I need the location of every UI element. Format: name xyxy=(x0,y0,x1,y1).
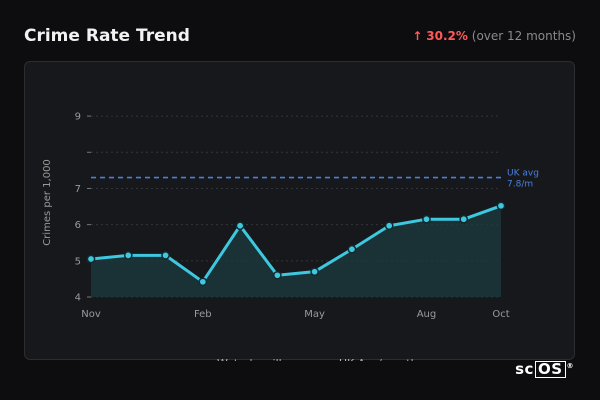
data-point-may xyxy=(310,267,319,277)
y-tick-label-7: 7 xyxy=(75,184,81,195)
x-tick-label-nov: Nov xyxy=(81,309,101,320)
reference-label-line1: UK avg xyxy=(507,169,539,179)
legend-label-uk-avg: UK Avg/month xyxy=(339,357,418,361)
logo-text-os: OS xyxy=(534,361,566,378)
data-point-oct xyxy=(496,201,506,211)
change-summary: ↑ 30.2% (over 12 months) xyxy=(412,29,576,43)
change-percent: 30.2% xyxy=(426,29,468,43)
data-point-apr xyxy=(273,270,282,280)
series-line-waterlooville xyxy=(90,204,502,284)
x-tick-label-aug: Aug xyxy=(417,309,437,320)
chart-card: 4 5 6 7 9 Crimes per 1,000 Nov Feb May Aug Oct UK a… xyxy=(24,61,575,361)
scos-logo: sc OS ® xyxy=(515,360,574,378)
data-point-feb xyxy=(198,277,208,287)
series-area-waterlooville xyxy=(91,205,501,297)
x-tick-label-may: May xyxy=(304,309,325,320)
y-tick-label-5: 5 xyxy=(75,256,81,267)
chart-title: Crime Rate Trend xyxy=(24,26,190,46)
data-point-dec xyxy=(123,251,133,260)
change-note: (over 12 months) xyxy=(471,29,576,43)
data-point-nov xyxy=(86,254,96,264)
legend-label-waterlooville: Waterlooville xyxy=(217,357,289,361)
data-point-jan xyxy=(161,251,170,260)
y-tick-label-6: 6 xyxy=(75,220,81,231)
x-tick-label-feb: Feb xyxy=(194,309,212,320)
change-arrow-icon: ↑ xyxy=(412,29,423,43)
line-chart: 4 5 6 7 9 Crimes per 1,000 Nov Feb May Aug Oct UK a… xyxy=(42,112,539,361)
data-point-aug xyxy=(422,214,431,224)
data-point-mar xyxy=(235,221,245,231)
logo-text-sc: sc xyxy=(515,360,534,378)
y-tick-label-9: 9 xyxy=(75,112,81,123)
x-tick-label-oct: Oct xyxy=(492,309,509,320)
reference-label-line2: 7.8/m xyxy=(507,180,533,190)
data-point-jul xyxy=(384,221,394,231)
data-point-jun xyxy=(347,244,357,254)
data-point-sep xyxy=(459,214,469,224)
y-axis-label: Crimes per 1,000 xyxy=(42,159,53,246)
y-tick-label-4: 4 xyxy=(75,293,81,304)
logo-registered-mark: ® xyxy=(566,362,574,370)
